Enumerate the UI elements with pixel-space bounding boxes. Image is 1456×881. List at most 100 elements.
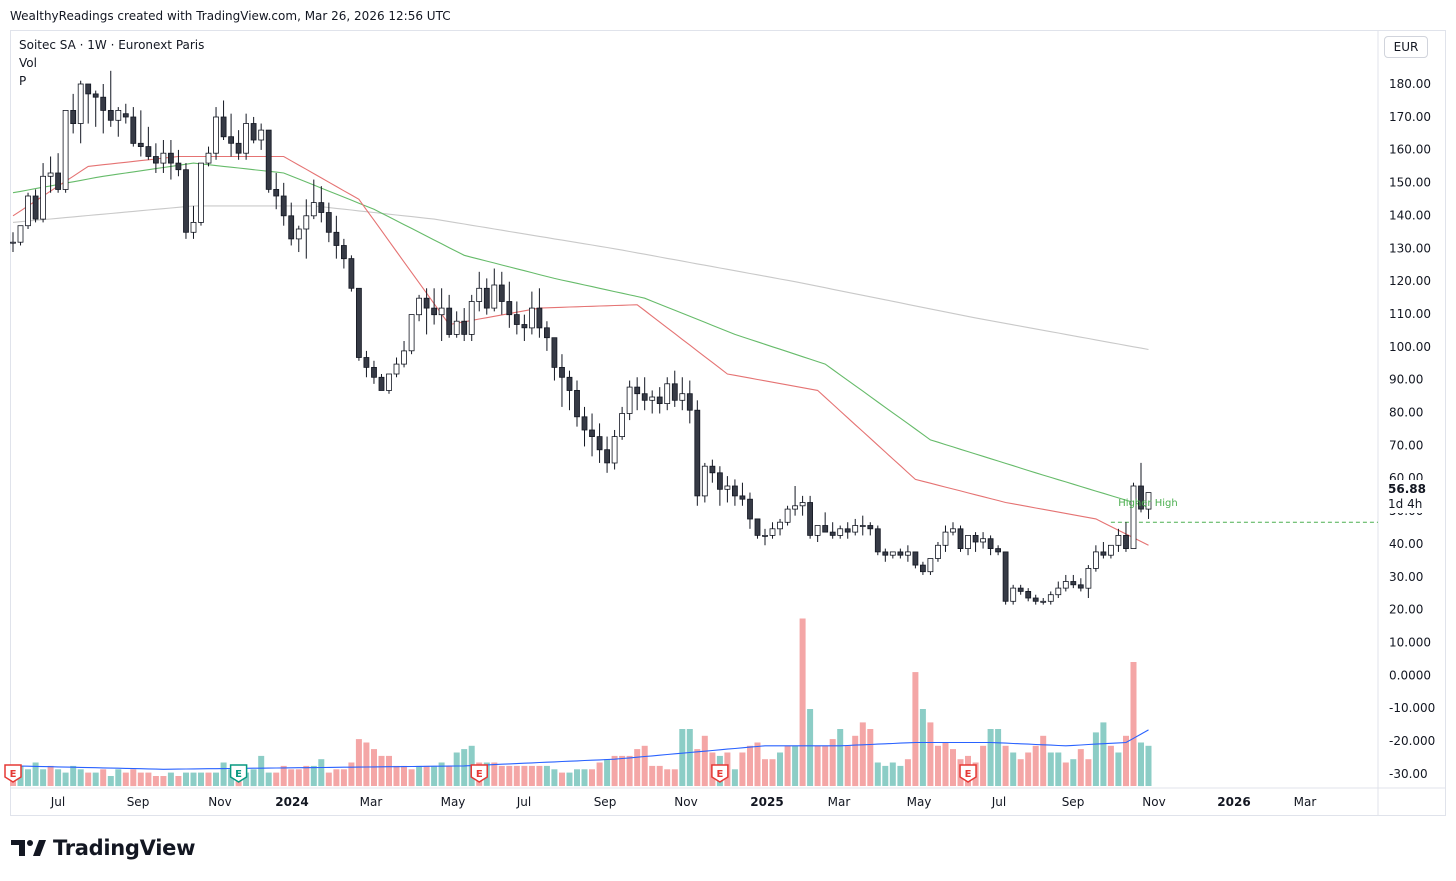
symbol-legend[interactable]: Soitec SA · 1W · Euronext Paris (19, 38, 205, 52)
volume-bar (62, 772, 69, 786)
candle (611, 429, 618, 470)
volume-bar (739, 752, 746, 786)
time-axis[interactable]: Jul Sep Nov 2024 Mar May Jul Sep Nov 2025 Mar May Ju… (50, 795, 1317, 809)
candle-body (280, 195, 287, 217)
volume-bar (152, 776, 159, 787)
volume-bar (393, 765, 400, 786)
candle-body (423, 297, 430, 309)
candle-body (70, 110, 77, 125)
price-tick-label: 180.00 (1389, 77, 1431, 91)
candle (717, 466, 723, 506)
candle (641, 377, 648, 411)
earnings-marker[interactable]: E (959, 764, 977, 783)
candle (942, 525, 949, 552)
candle (679, 377, 686, 411)
candle (784, 505, 791, 526)
candle (754, 518, 761, 539)
candle (762, 528, 768, 546)
candle (995, 545, 1001, 556)
volume-bar (566, 772, 573, 786)
candle (739, 482, 746, 506)
candle (686, 380, 693, 424)
volume-bar (85, 772, 92, 786)
volume-bar (386, 755, 392, 787)
earnings-marker[interactable]: E (229, 764, 248, 783)
volume-bar (453, 752, 460, 786)
candle-body (506, 301, 513, 316)
volume-bar (205, 772, 212, 786)
time-tick-label: Jul (991, 795, 1006, 809)
volume-bar (122, 772, 129, 786)
candle-body (844, 528, 851, 533)
time-tick-label: Mar (1294, 795, 1317, 809)
candle-body (972, 535, 979, 543)
volume-bar (70, 765, 77, 786)
candle-body (574, 389, 580, 418)
earnings-marker[interactable]: E (711, 764, 729, 783)
volume-bar (814, 745, 821, 786)
volume-bar (55, 769, 62, 787)
candle-body (115, 110, 122, 121)
time-tick-label: Mar (828, 795, 851, 809)
candle-body (1130, 485, 1137, 549)
candle (498, 271, 505, 315)
volume-bar (1100, 722, 1107, 786)
volume-bar (980, 745, 987, 786)
price-tick-label: -10.000 (1389, 701, 1435, 715)
volume-bar (1085, 759, 1092, 786)
candle-body (604, 449, 610, 464)
candle-body (732, 485, 738, 497)
candle (544, 321, 550, 351)
candle-body (198, 162, 204, 223)
candle (416, 294, 423, 322)
candle-body (559, 366, 565, 378)
volume-bar (897, 765, 904, 786)
pattern-legend[interactable]: P (19, 74, 27, 88)
candle-body (1145, 492, 1152, 510)
tradingview-logo[interactable]: TradingView (11, 836, 195, 860)
volume-bars (10, 618, 1152, 787)
volume-bar (1010, 752, 1017, 786)
volume-legend[interactable]: Vol (19, 56, 37, 70)
bar-countdown: 1d 4h (1388, 497, 1422, 511)
candle (303, 199, 310, 259)
candle-body (927, 558, 934, 573)
earnings-marker[interactable]: E (4, 764, 22, 783)
candle (1025, 588, 1032, 602)
higher-high-label: Higher High (1118, 498, 1177, 509)
volume-bar (348, 762, 355, 786)
volume-bar (919, 709, 926, 786)
volume-bar (506, 765, 513, 786)
price-axis[interactable]: 180.00 170.00 160.00 150.00 140.00 130.00 120.… (1389, 77, 1435, 781)
candle (551, 337, 558, 381)
volume-bar (950, 749, 956, 786)
candle (837, 525, 844, 539)
volume-bar (822, 745, 829, 786)
volume-bar (115, 769, 122, 787)
candle-body (273, 188, 280, 197)
candle (190, 205, 197, 239)
candle-body (694, 409, 701, 497)
candle (529, 291, 535, 335)
candle (145, 126, 152, 160)
candle-body (957, 528, 964, 549)
volume-bar (904, 759, 911, 786)
earnings-marker-label: E (10, 769, 17, 780)
volume-bar (250, 769, 257, 787)
currency-button[interactable]: EUR (1384, 36, 1428, 58)
volume-bar (829, 739, 836, 786)
candle-body (40, 175, 46, 220)
price-tick-label: 70.00 (1389, 438, 1423, 452)
candle-body (965, 535, 971, 550)
candle (889, 551, 896, 559)
candle (844, 522, 851, 539)
volume-bar (671, 769, 678, 787)
volume-bar (355, 739, 362, 786)
candle-body (920, 564, 926, 573)
volume-bar (1062, 762, 1069, 786)
earnings-marker[interactable]: E (470, 764, 488, 783)
earnings-marker-icon (959, 764, 977, 783)
volume-bar (280, 765, 287, 786)
